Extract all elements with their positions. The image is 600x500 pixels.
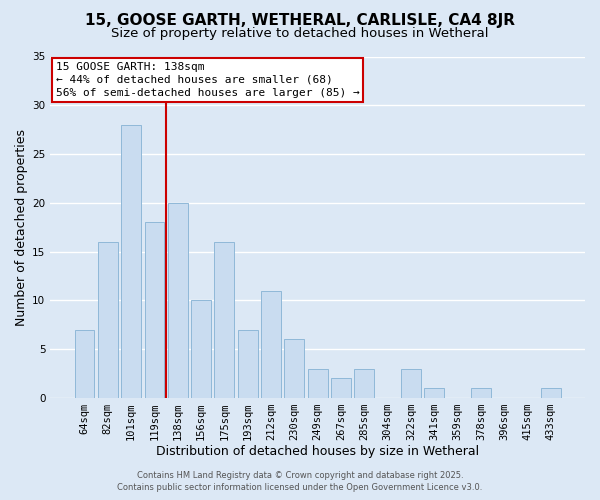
Bar	[541, 388, 560, 398]
Text: 15 GOOSE GARTH: 138sqm
← 44% of detached houses are smaller (68)
56% of semi-det: 15 GOOSE GARTH: 138sqm ← 44% of detached…	[56, 62, 359, 98]
Bar	[471, 388, 491, 398]
Bar	[98, 242, 118, 398]
Bar	[238, 330, 257, 398]
Text: Size of property relative to detached houses in Wetheral: Size of property relative to detached ho…	[111, 28, 489, 40]
Bar	[168, 203, 188, 398]
Bar	[261, 290, 281, 398]
Text: 15, GOOSE GARTH, WETHERAL, CARLISLE, CA4 8JR: 15, GOOSE GARTH, WETHERAL, CARLISLE, CA4…	[85, 12, 515, 28]
Y-axis label: Number of detached properties: Number of detached properties	[15, 128, 28, 326]
X-axis label: Distribution of detached houses by size in Wetheral: Distribution of detached houses by size …	[156, 444, 479, 458]
Bar	[284, 340, 304, 398]
Bar	[74, 330, 94, 398]
Bar	[355, 368, 374, 398]
Text: Contains HM Land Registry data © Crown copyright and database right 2025.
Contai: Contains HM Land Registry data © Crown c…	[118, 471, 482, 492]
Bar	[308, 368, 328, 398]
Bar	[424, 388, 444, 398]
Bar	[401, 368, 421, 398]
Bar	[191, 300, 211, 398]
Bar	[121, 125, 141, 398]
Bar	[214, 242, 234, 398]
Bar	[145, 222, 164, 398]
Bar	[331, 378, 351, 398]
